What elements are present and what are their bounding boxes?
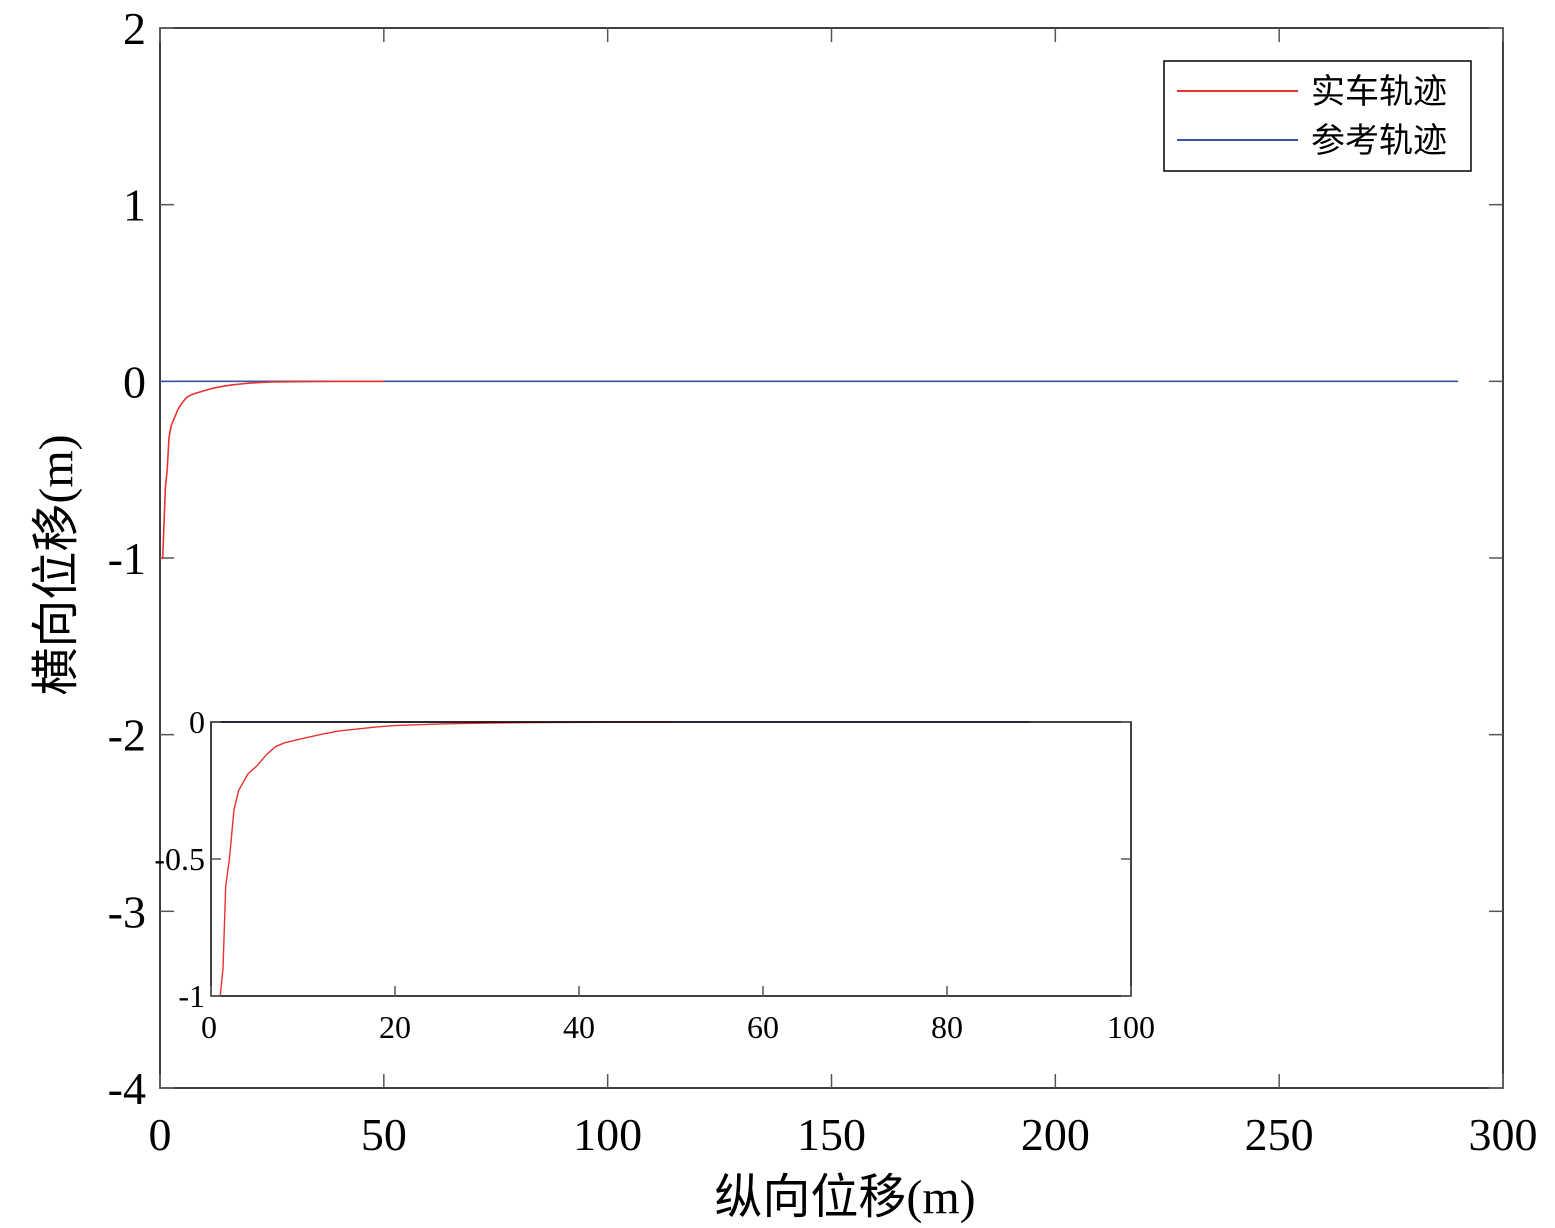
inset-y-tick-label-m1: -1 (178, 978, 205, 1014)
main-y-tick-label-m3: -3 (108, 886, 146, 937)
y-axis-label: 横向位移(m) (30, 434, 83, 695)
inset-x-tick-label-80: 80 (931, 1009, 963, 1045)
main-x-ticks: 0 50 100 150 200 250 300 (149, 28, 1538, 1160)
legend-label-reference: 参考轨迹 (1311, 122, 1447, 160)
legend-box (1163, 60, 1472, 172)
main-y-tick-label-2: 2 (123, 3, 146, 54)
main-x-tick-label-150: 150 (797, 1109, 866, 1160)
main-y-tick-label-1: 1 (123, 180, 146, 231)
inset-x-tick-label-60: 60 (747, 1009, 779, 1045)
x-axis-label: 纵向位移(m) (714, 1171, 975, 1224)
main-y-tick-label-m1: -1 (108, 533, 146, 584)
inset-y-tick-label-m0m5: -0.5 (154, 841, 205, 877)
main-x-tick-label-0: 0 (149, 1109, 172, 1160)
inset-axes: 0 20 40 60 80 100 -1 -0.5 0 (154, 704, 1155, 1045)
main-x-tick-label-250: 250 (1245, 1109, 1314, 1160)
main-y-tick-label-m4: -4 (108, 1063, 146, 1114)
inset-x-tick-label-0: 0 (201, 1009, 217, 1045)
main-x-tick-label-50: 50 (361, 1109, 407, 1160)
inset-x-ticks: 0 20 40 60 80 100 (201, 986, 1155, 1045)
main-x-tick-label-100: 100 (573, 1109, 642, 1160)
inset-series-line-actual (219, 721, 671, 997)
legend-label-actual: 实车轨迹 (1311, 73, 1447, 111)
main-y-tick-label-0: 0 (123, 356, 146, 407)
main-x-tick-label-300: 300 (1469, 1109, 1538, 1160)
main-series-line-actual (160, 380, 384, 559)
main-y-tick-label-m2: -2 (108, 710, 146, 761)
inset-x-tick-label-20: 20 (379, 1009, 411, 1045)
inset-y-tick-label-0: 0 (189, 704, 205, 740)
inset-plot-background (211, 722, 1131, 996)
inset-y-ticks: -1 -0.5 0 (154, 704, 1131, 1014)
legend: 实车轨迹 参考轨迹 (1163, 60, 1472, 172)
main-x-tick-label-200: 200 (1021, 1109, 1090, 1160)
inset-x-tick-label-100: 100 (1107, 1009, 1155, 1045)
main-series (160, 380, 1459, 559)
inset-x-tick-label-40: 40 (563, 1009, 595, 1045)
